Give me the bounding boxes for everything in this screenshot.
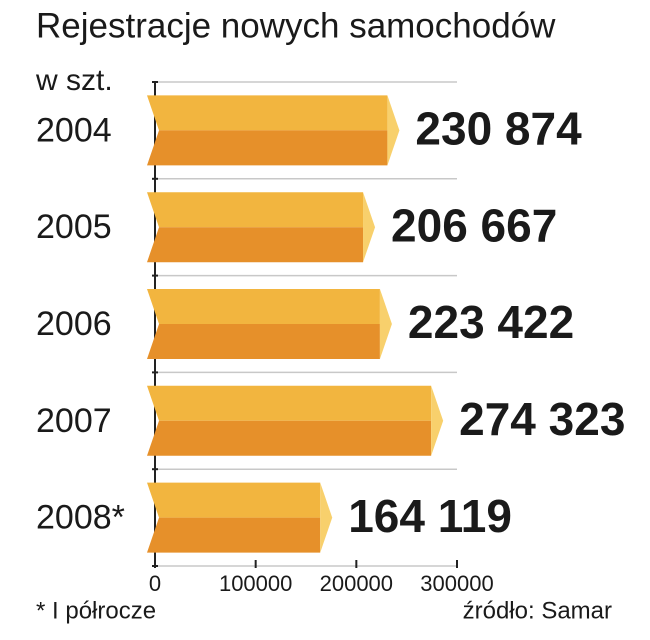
bar-end — [320, 482, 333, 553]
bar-top — [147, 385, 432, 421]
bar-bottom — [147, 227, 364, 263]
bar-top — [147, 95, 388, 131]
bar-end — [431, 385, 444, 456]
value-label: 223 422 — [408, 296, 574, 348]
source: źródło: Samar — [463, 597, 612, 624]
bar-bottom — [147, 517, 321, 553]
bar — [147, 289, 392, 359]
value-label: 164 119 — [348, 490, 512, 542]
bar-bottom — [147, 420, 432, 456]
chart-title: Rejestracje nowych samochodów — [36, 6, 556, 45]
y-tick-label: 2007 — [36, 402, 112, 440]
chart-subtitle: w szt. — [35, 64, 113, 97]
x-tick-label: 0 — [149, 571, 161, 596]
bar-top — [147, 192, 364, 228]
value-label: 230 874 — [415, 103, 582, 155]
bar — [147, 385, 444, 456]
value-label: 274 323 — [459, 393, 625, 445]
y-tick-label: 2008* — [36, 499, 125, 537]
x-tick-label: 200000 — [320, 571, 393, 596]
bar-bottom — [147, 324, 380, 359]
bar-end — [363, 192, 376, 263]
footnote: * I półrocze — [36, 597, 156, 624]
value-label: 206 667 — [391, 199, 557, 251]
bar-top — [147, 289, 380, 324]
bar-top — [147, 482, 321, 518]
x-tick-label: 300000 — [420, 571, 493, 596]
bar-bottom — [147, 130, 388, 166]
bar — [147, 192, 376, 263]
y-tick-label: 2004 — [36, 111, 112, 149]
bar — [147, 95, 400, 166]
bar-end — [387, 95, 400, 166]
bar-end — [379, 289, 392, 359]
y-tick-label: 2006 — [36, 305, 112, 343]
x-tick-label: 100000 — [219, 571, 292, 596]
bar — [147, 482, 333, 553]
y-tick-label: 2005 — [36, 208, 112, 246]
